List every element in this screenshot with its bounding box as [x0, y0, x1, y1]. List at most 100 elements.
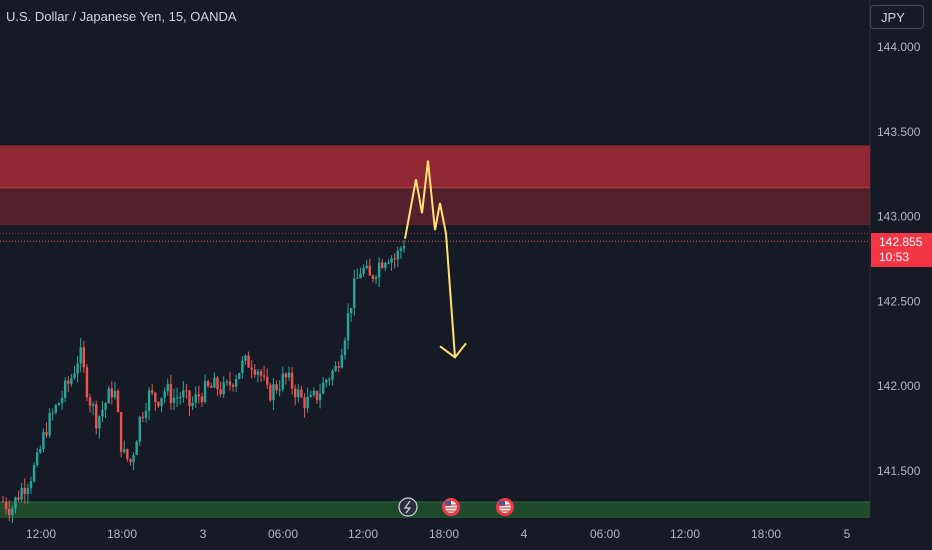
- candle-body: [157, 401, 160, 407]
- resistance-zone-outer: [0, 187, 870, 226]
- x-tick-label: 06:00: [268, 527, 298, 541]
- candle-body: [346, 313, 350, 341]
- candle-body: [17, 497, 20, 500]
- candle-body: [284, 373, 288, 378]
- candle-body: [126, 449, 129, 460]
- candle-body: [325, 380, 328, 383]
- candle-body: [334, 366, 337, 372]
- candle-body: [144, 410, 148, 419]
- candle-body: [191, 402, 194, 407]
- candle-body: [384, 263, 387, 268]
- candle-body: [262, 375, 266, 377]
- x-tick-label: 12:00: [348, 527, 378, 541]
- flag-canton: [445, 501, 451, 506]
- candle-body: [175, 397, 179, 399]
- candle-body: [39, 448, 42, 453]
- candle-body: [216, 377, 219, 390]
- y-tick-label: 142.000: [877, 379, 921, 393]
- candle-body: [169, 383, 173, 404]
- candle-body: [278, 389, 281, 391]
- candle-body: [104, 403, 107, 410]
- candle-body: [381, 262, 384, 268]
- candle-body: [88, 397, 92, 406]
- candle-body: [365, 265, 368, 268]
- candle-body: [266, 376, 269, 385]
- candle-body: [306, 396, 309, 409]
- candle-body: [79, 347, 82, 364]
- candle-body: [35, 452, 39, 466]
- x-tick-label: 18:00: [751, 527, 781, 541]
- candle-body: [54, 405, 58, 413]
- candle-body: [331, 371, 334, 380]
- candle-body: [396, 250, 399, 260]
- candle-body: [67, 380, 70, 384]
- candle-body: [57, 403, 61, 406]
- candle-body: [85, 367, 89, 398]
- candle-body: [194, 394, 197, 403]
- currency-button[interactable]: JPY: [870, 5, 924, 29]
- candle-body: [399, 248, 403, 251]
- x-tick-label: 5: [844, 527, 851, 541]
- candle-body: [135, 441, 138, 456]
- y-tick-label: 141.500: [877, 464, 921, 478]
- candle-body: [188, 390, 191, 407]
- candle-body: [32, 465, 36, 482]
- candle-body: [110, 388, 113, 398]
- candle-body: [377, 262, 381, 278]
- candle-body: [318, 393, 322, 401]
- candle-body: [247, 355, 250, 368]
- candle-body: [321, 382, 325, 394]
- x-tick-label: 12:00: [670, 527, 700, 541]
- candle-body: [315, 390, 319, 401]
- candle-body: [138, 416, 141, 442]
- x-tick-label: 18:00: [107, 527, 137, 541]
- candle-body: [250, 367, 253, 370]
- candle-body: [185, 390, 188, 392]
- candle-body: [151, 390, 154, 393]
- x-tick-label: 3: [200, 527, 207, 541]
- candle-body: [356, 277, 359, 279]
- candle-body: [328, 379, 331, 381]
- candle-body: [225, 381, 229, 383]
- candle-body: [206, 381, 210, 386]
- candle-body: [219, 389, 222, 395]
- candle-body: [340, 355, 344, 368]
- candle-body: [166, 383, 169, 392]
- candle-body: [256, 371, 260, 375]
- y-tick-label: 142.500: [877, 294, 921, 308]
- projection-line: [404, 160, 456, 358]
- candle-body: [42, 431, 45, 449]
- projection-arrowhead: [439, 342, 467, 359]
- candle-body: [119, 412, 123, 453]
- candle-body: [26, 488, 30, 494]
- candle-body: [253, 369, 256, 375]
- candle-body: [353, 278, 356, 308]
- candle-body: [259, 371, 263, 376]
- candle-body: [300, 389, 303, 398]
- candle-body: [107, 388, 110, 404]
- lightning-glyph: [403, 500, 412, 514]
- candle-body: [228, 381, 232, 385]
- candle-body: [23, 487, 26, 494]
- candle-body: [368, 265, 372, 276]
- candle-body: [113, 390, 117, 398]
- bar-countdown: 10:53: [879, 250, 910, 264]
- candle-body: [290, 372, 294, 389]
- candle-body: [141, 416, 145, 419]
- candle-body: [182, 390, 185, 398]
- candle-body: [200, 396, 204, 403]
- candle-body: [73, 373, 76, 379]
- candle-body: [390, 258, 393, 263]
- candle-body: [281, 373, 284, 390]
- candle-body: [101, 409, 104, 417]
- candle-body: [76, 363, 79, 374]
- candle-body: [123, 449, 126, 453]
- candle-body: [95, 404, 98, 429]
- lightning-icon[interactable]: [398, 497, 418, 517]
- candle-body: [312, 390, 316, 396]
- candle-body: [269, 384, 272, 401]
- candle-body: [309, 395, 312, 397]
- candle-body: [14, 497, 17, 509]
- x-tick-label: 12:00: [26, 527, 56, 541]
